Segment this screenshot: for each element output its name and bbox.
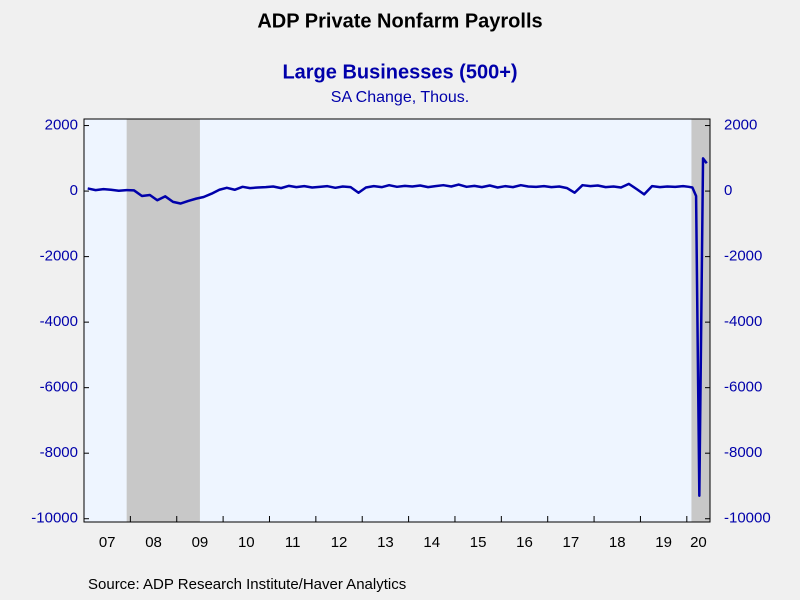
x-tick-label: 20 xyxy=(690,534,707,551)
x-tick-label: 13 xyxy=(377,534,394,551)
y2-tick-label: -10000 xyxy=(724,510,771,527)
x-tick-label: 12 xyxy=(331,534,348,551)
plot-frame xyxy=(83,118,711,523)
y-tick-label: -10000 xyxy=(31,510,78,527)
chart-title: ADP Private Nonfarm Payrolls xyxy=(257,10,542,32)
x-tick-label: 17 xyxy=(563,534,580,551)
x-tick-label: 11 xyxy=(285,534,301,551)
x-tick-label: 07 xyxy=(99,534,116,551)
data-line xyxy=(87,157,708,498)
recession-shading xyxy=(126,119,200,522)
chart-subtitle: Large Businesses (500+) xyxy=(282,61,517,83)
y-axis-label: SA Change, Thous. xyxy=(331,89,469,106)
x-tick-label: 09 xyxy=(192,534,209,551)
y2-tick-label: -6000 xyxy=(724,379,762,396)
y2-tick-label: -8000 xyxy=(724,444,762,461)
x-tick-label: 16 xyxy=(516,534,533,551)
y2-tick-label: -2000 xyxy=(724,248,762,265)
source-note: Source: ADP Research Institute/Haver Ana… xyxy=(88,576,406,593)
x-tick-label: 15 xyxy=(470,534,487,551)
y2-tick-label: 2000 xyxy=(724,117,757,134)
x-tick-label: 18 xyxy=(609,534,626,551)
y2-tick-label: 0 xyxy=(724,182,732,199)
x-tick-label: 10 xyxy=(238,534,255,551)
y-tick-label: 2000 xyxy=(45,117,78,134)
y-tick-label: -8000 xyxy=(40,444,78,461)
x-tick-label: 14 xyxy=(423,534,440,551)
y-tick-label: -6000 xyxy=(40,379,78,396)
y-tick-label: 0 xyxy=(70,182,78,199)
y-tick-label: -2000 xyxy=(40,248,78,265)
x-tick-label: 19 xyxy=(655,534,672,551)
y2-tick-label: -4000 xyxy=(724,313,762,330)
x-tick-label: 08 xyxy=(145,534,162,551)
y-tick-label: -4000 xyxy=(40,313,78,330)
